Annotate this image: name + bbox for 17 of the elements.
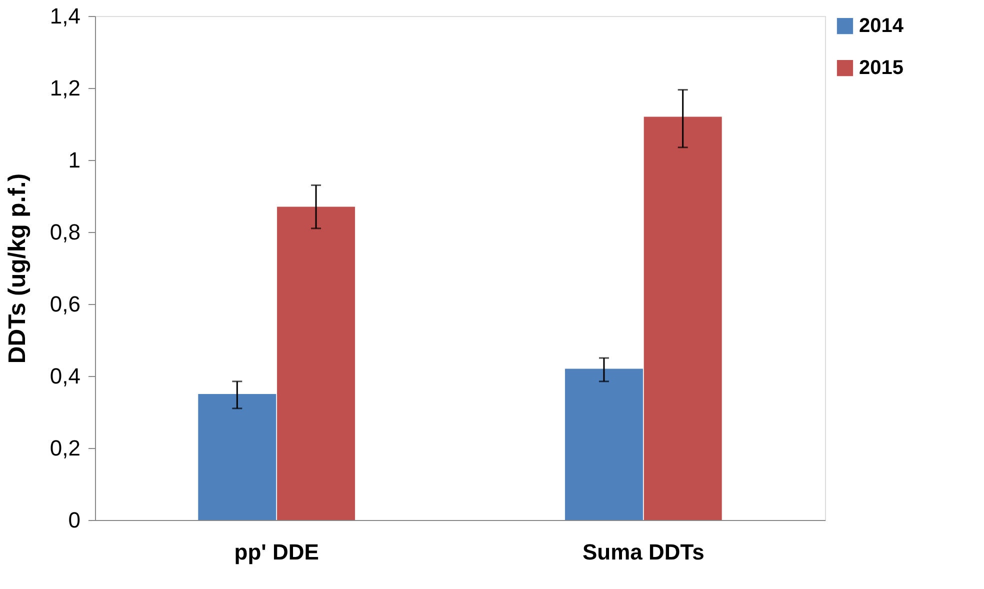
x-tick-label: pp' DDE [234, 540, 319, 564]
y-axis-title: DDTs (ug/kg p.f.) [4, 173, 31, 364]
y-tick-label: 0,4 [50, 364, 80, 388]
y-tick-label: 0,2 [50, 436, 80, 460]
y-tick-label: 1 [68, 148, 80, 172]
bar [644, 116, 722, 520]
x-tick-label: Suma DDTs [582, 540, 704, 564]
y-tick-label: 1,4 [50, 4, 80, 28]
y-tick-label: 0,8 [50, 220, 80, 244]
bar [564, 368, 643, 520]
bar [277, 206, 356, 520]
y-tick-label: 0 [68, 508, 80, 532]
bar [198, 394, 276, 520]
y-tick-label: 1,2 [50, 76, 80, 100]
legend-label: 2015 [859, 57, 904, 79]
legend-label: 2014 [859, 15, 904, 37]
y-tick-label: 0,6 [50, 292, 80, 316]
